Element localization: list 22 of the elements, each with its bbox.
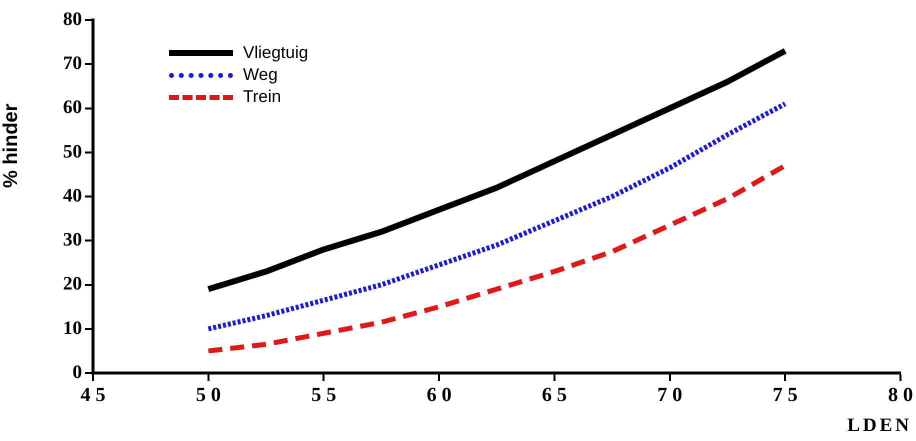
x-tick-label: 5 5 [311,384,336,406]
y-tick-label: 20 [63,274,82,295]
x-axis-title: LDEN [847,415,912,437]
x-tick-label: 6 5 [542,384,567,406]
y-tick-label: 0 [72,362,82,383]
x-tick-label: 7 0 [657,384,682,406]
legend-label: Trein [243,87,282,107]
y-axis-title: % hinder [0,104,23,188]
legend-label: Weg [243,65,278,85]
x-tick-label: 7 5 [772,384,798,406]
y-tick-label: 30 [63,230,82,251]
y-tick-label: 60 [63,97,82,118]
y-tick-label: 40 [63,185,82,206]
x-tick-label: 6 0 [426,384,452,406]
y-tick-label: 50 [63,141,82,162]
y-tick-label: 80 [63,8,82,30]
x-tick-label: 4 5 [80,384,106,406]
x-tick-label: 5 0 [196,384,221,406]
legend-label: Vliegtuig [243,43,308,63]
y-tick-label: 70 [63,53,82,74]
y-tick-label: 10 [63,318,82,339]
x-tick-label: 8 0 [888,384,913,406]
